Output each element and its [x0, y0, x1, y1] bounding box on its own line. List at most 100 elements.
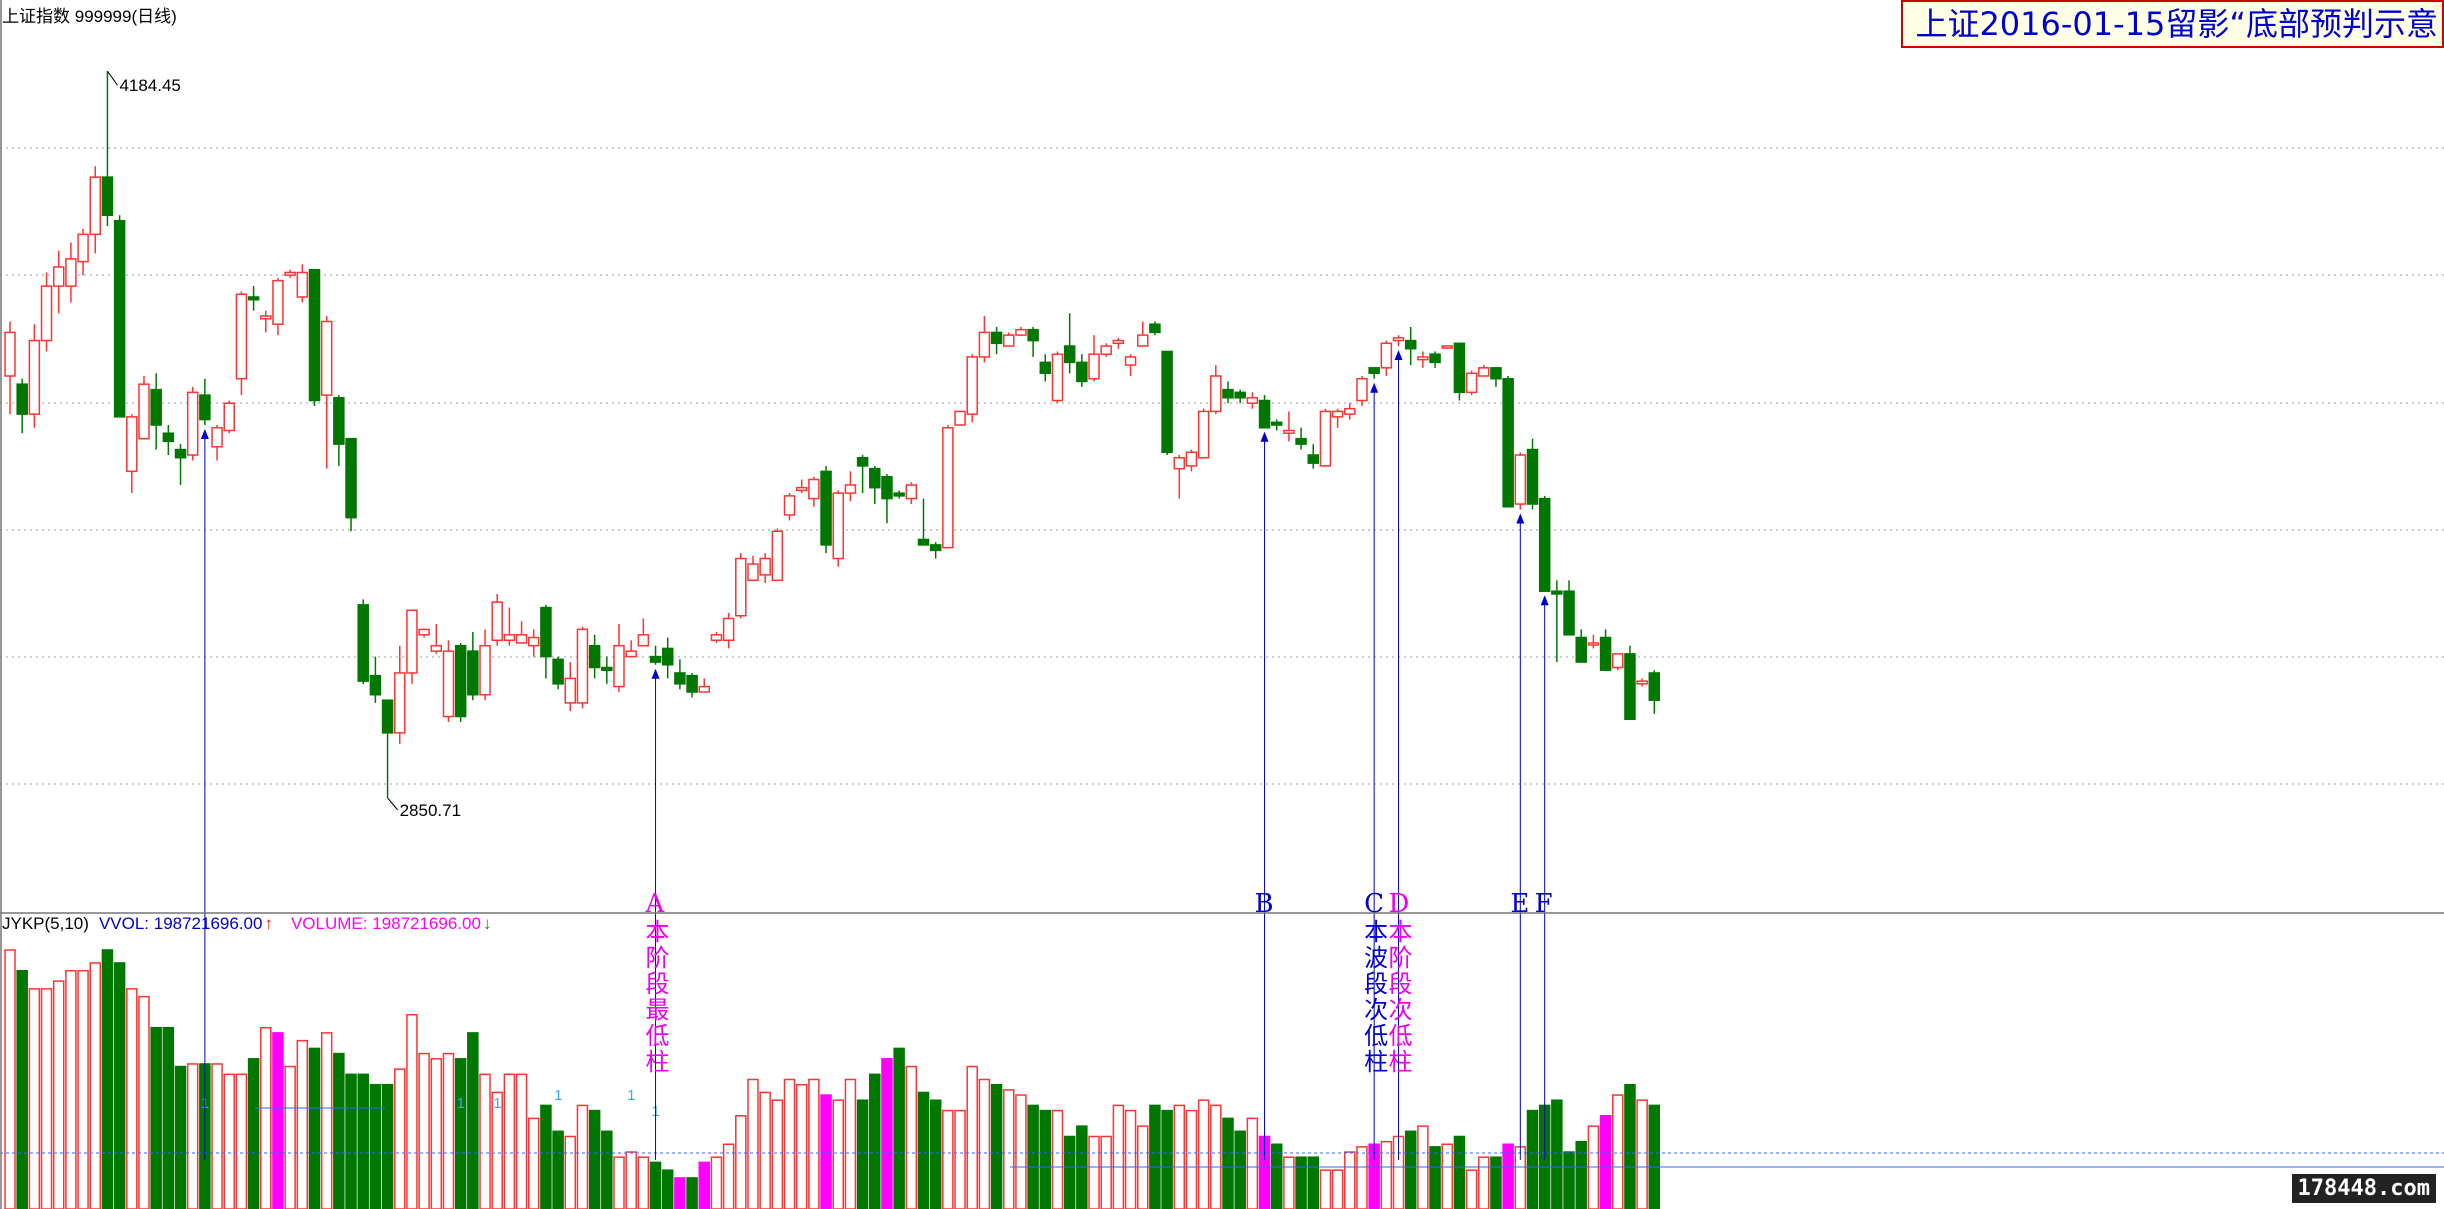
- candle-body: [540, 606, 552, 658]
- candle-body: [1465, 372, 1478, 394]
- candle-body: [491, 601, 503, 642]
- vvol-arrow: ↑: [264, 914, 273, 933]
- volume-bar: [101, 949, 114, 1209]
- volume-bar: [454, 1058, 467, 1209]
- volume-bar: [527, 1117, 540, 1209]
- candle-body: [1563, 590, 1575, 636]
- candle-body: [856, 456, 869, 467]
- candle-body: [4, 331, 16, 377]
- chart-header: 上证指数 999999(日线): [2, 2, 177, 27]
- annotation-arrowhead: [1516, 513, 1525, 524]
- index-code: 999999: [74, 7, 132, 26]
- volume-bar: [1295, 1156, 1307, 1209]
- volume-bar: [418, 1052, 430, 1209]
- candle-body: [394, 672, 406, 734]
- volume-bar: [698, 1161, 711, 1209]
- candle-body: [1003, 334, 1015, 347]
- volume-bar: [576, 1104, 589, 1209]
- volume-bar: [1246, 1117, 1259, 1209]
- volume-bar: [1124, 1109, 1137, 1209]
- volume-bar: [369, 1083, 382, 1209]
- volume-bar: [1575, 1140, 1587, 1209]
- candle-body: [942, 427, 954, 549]
- high-label: 4184.45: [119, 76, 180, 95]
- candle-body: [284, 271, 296, 276]
- annotation-char: 阶: [646, 944, 670, 972]
- volume-bar: [783, 1078, 796, 1209]
- candle-body: [1502, 377, 1514, 508]
- volume-bar: [381, 1083, 394, 1209]
- volume-bar: [1161, 1109, 1173, 1209]
- volume-bar: [625, 1151, 637, 1209]
- candle-body: [783, 495, 796, 516]
- candle-body: [905, 484, 918, 500]
- volume-bar: [978, 1078, 991, 1209]
- volume-bar: [540, 1104, 552, 1209]
- candle-body: [1368, 367, 1380, 375]
- volume-arrow: ↓: [482, 914, 492, 933]
- candle-body: [1015, 328, 1027, 336]
- annotation-letter: A: [645, 889, 666, 919]
- candle-body: [174, 448, 187, 459]
- volume-bar: [1648, 1104, 1661, 1209]
- volume-bar: [260, 1026, 272, 1209]
- annotation-char: 次: [1364, 996, 1388, 1024]
- candle-body: [1344, 407, 1356, 415]
- volume-bar: [1222, 1117, 1234, 1209]
- volume-bar: [126, 988, 138, 1209]
- volume-bar: [1551, 1099, 1563, 1209]
- volume-bar: [893, 1047, 905, 1209]
- volume-value: VOLUME: 198721696.00: [290, 914, 481, 933]
- volume-bar: [113, 962, 126, 1209]
- volume-bar: [77, 969, 89, 1209]
- candle-body: [1076, 361, 1088, 383]
- candle-body: [1063, 345, 1076, 364]
- candle-body: [1526, 448, 1539, 505]
- volume-mark-label: 1: [457, 1095, 465, 1112]
- candle-body: [966, 356, 978, 415]
- volume-bar: [661, 1169, 674, 1209]
- annotation-arrowhead: [1370, 382, 1379, 393]
- volume-bar: [905, 1065, 918, 1209]
- volume-bar: [881, 1058, 893, 1209]
- candle-body: [795, 486, 808, 492]
- volume-bar: [820, 1094, 832, 1209]
- volume-bar: [138, 995, 150, 1209]
- volume-bar: [1441, 1143, 1453, 1209]
- volume-bar: [1197, 1099, 1210, 1209]
- volume-bar: [357, 1073, 369, 1209]
- volume-bar: [747, 1078, 759, 1209]
- candle-body: [954, 410, 966, 426]
- candle-body: [1210, 375, 1222, 413]
- volume-bar: [1063, 1135, 1076, 1209]
- candle-body: [199, 394, 211, 421]
- high-pointer: [107, 70, 118, 86]
- annotation-char: 阶: [1389, 944, 1413, 972]
- candle-body: [1538, 497, 1551, 592]
- candle-body: [113, 219, 126, 418]
- candle-body: [1173, 456, 1186, 470]
- volume-bar: [1088, 1135, 1100, 1209]
- candle-body: [211, 427, 223, 448]
- volume-bar: [235, 1073, 248, 1209]
- candle-body: [1319, 410, 1332, 467]
- candle-body: [296, 271, 309, 298]
- volume-bar: [1612, 1094, 1624, 1209]
- annotation-arrowhead: [1394, 350, 1403, 361]
- volume-bar: [613, 1156, 625, 1209]
- candle-body: [722, 617, 735, 642]
- volume-bar: [552, 1130, 564, 1209]
- candle-body: [65, 258, 77, 287]
- candle-body: [649, 655, 662, 663]
- volume-bar: [942, 1109, 954, 1209]
- candle-body: [442, 650, 455, 718]
- volume-bar: [442, 1052, 455, 1209]
- low-pointer: [387, 797, 398, 811]
- candle-body: [138, 383, 150, 440]
- volume-bar: [65, 969, 77, 1209]
- volume-bar: [1636, 1099, 1648, 1209]
- index-name: 上证指数: [2, 7, 70, 26]
- candle-body: [1417, 356, 1429, 361]
- candle-body: [126, 416, 138, 473]
